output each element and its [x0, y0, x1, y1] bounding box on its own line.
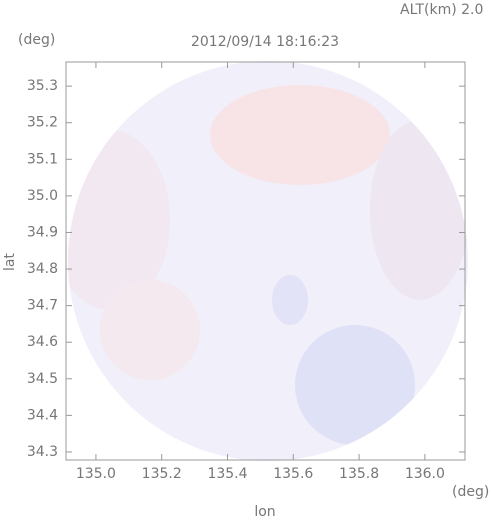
x-tick-label: 135.0 — [76, 466, 116, 482]
x-tick-label: 135.2 — [142, 466, 182, 482]
y-tick-label: 34.6 — [27, 334, 58, 350]
radar-image — [68, 61, 468, 461]
y-tick-label: 34.4 — [27, 407, 58, 423]
x-axis-title: lon — [254, 504, 275, 520]
y-tick-label: 34.8 — [27, 261, 58, 277]
y-tick-label: 34.7 — [27, 298, 58, 314]
y-tick-label: 35.1 — [27, 151, 58, 167]
plot-frame — [65, 61, 466, 461]
y-tick-label: 34.5 — [27, 371, 58, 387]
y-tick-label: 35.3 — [27, 78, 58, 94]
x-tick-label: 136.0 — [405, 466, 445, 482]
y-tick-label: 35.0 — [27, 188, 58, 204]
y-tick-label: 34.9 — [27, 224, 58, 240]
y-axis-title: lat — [2, 253, 18, 271]
y-tick-label: 34.3 — [27, 444, 58, 460]
x-tick-label: 135.4 — [207, 466, 247, 482]
x-unit: (deg) — [452, 484, 489, 500]
x-tick-label: 135.8 — [339, 466, 379, 482]
altitude-label: ALT(km) 2.0 — [400, 2, 483, 18]
y-unit: (deg) — [18, 32, 55, 48]
chart-title: 2012/09/14 18:16:23 — [191, 34, 339, 50]
x-tick-label: 135.6 — [273, 466, 313, 482]
y-tick-label: 35.2 — [27, 115, 58, 131]
